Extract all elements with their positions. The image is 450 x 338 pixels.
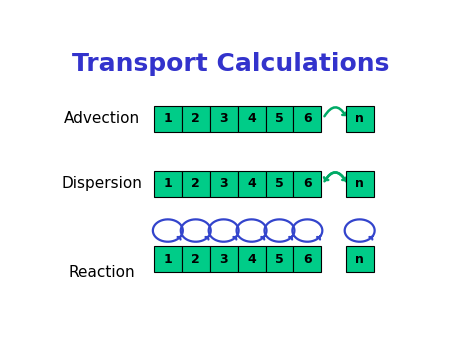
FancyBboxPatch shape: [238, 246, 266, 272]
FancyBboxPatch shape: [154, 171, 182, 197]
Text: 6: 6: [303, 177, 312, 190]
Text: Transport Calculations: Transport Calculations: [72, 52, 389, 76]
Text: 4: 4: [247, 253, 256, 266]
Text: 5: 5: [275, 177, 284, 190]
Text: 3: 3: [219, 253, 228, 266]
FancyBboxPatch shape: [293, 106, 321, 132]
Text: 1: 1: [163, 253, 172, 266]
Text: 1: 1: [163, 112, 172, 125]
Text: n: n: [355, 253, 364, 266]
FancyBboxPatch shape: [346, 171, 374, 197]
Text: Reaction: Reaction: [68, 265, 135, 280]
Text: n: n: [355, 177, 364, 190]
Text: Advection: Advection: [63, 111, 140, 126]
FancyBboxPatch shape: [266, 171, 293, 197]
FancyBboxPatch shape: [182, 246, 210, 272]
Text: 3: 3: [219, 177, 228, 190]
Text: 5: 5: [275, 112, 284, 125]
FancyBboxPatch shape: [238, 171, 266, 197]
Text: 5: 5: [275, 253, 284, 266]
Text: 3: 3: [219, 112, 228, 125]
Text: 6: 6: [303, 253, 312, 266]
FancyBboxPatch shape: [346, 246, 374, 272]
FancyBboxPatch shape: [154, 106, 182, 132]
Text: 4: 4: [247, 112, 256, 125]
Text: 1: 1: [163, 177, 172, 190]
Text: 2: 2: [191, 177, 200, 190]
Text: 2: 2: [191, 112, 200, 125]
FancyBboxPatch shape: [210, 246, 238, 272]
FancyBboxPatch shape: [293, 246, 321, 272]
FancyBboxPatch shape: [210, 106, 238, 132]
Text: Dispersion: Dispersion: [61, 176, 142, 191]
FancyBboxPatch shape: [182, 171, 210, 197]
FancyBboxPatch shape: [293, 171, 321, 197]
FancyBboxPatch shape: [266, 106, 293, 132]
Text: n: n: [355, 112, 364, 125]
Text: 4: 4: [247, 177, 256, 190]
Text: 2: 2: [191, 253, 200, 266]
FancyBboxPatch shape: [210, 171, 238, 197]
Text: 6: 6: [303, 112, 312, 125]
FancyBboxPatch shape: [346, 106, 374, 132]
FancyBboxPatch shape: [182, 106, 210, 132]
FancyBboxPatch shape: [266, 246, 293, 272]
FancyBboxPatch shape: [238, 106, 266, 132]
FancyBboxPatch shape: [154, 246, 182, 272]
